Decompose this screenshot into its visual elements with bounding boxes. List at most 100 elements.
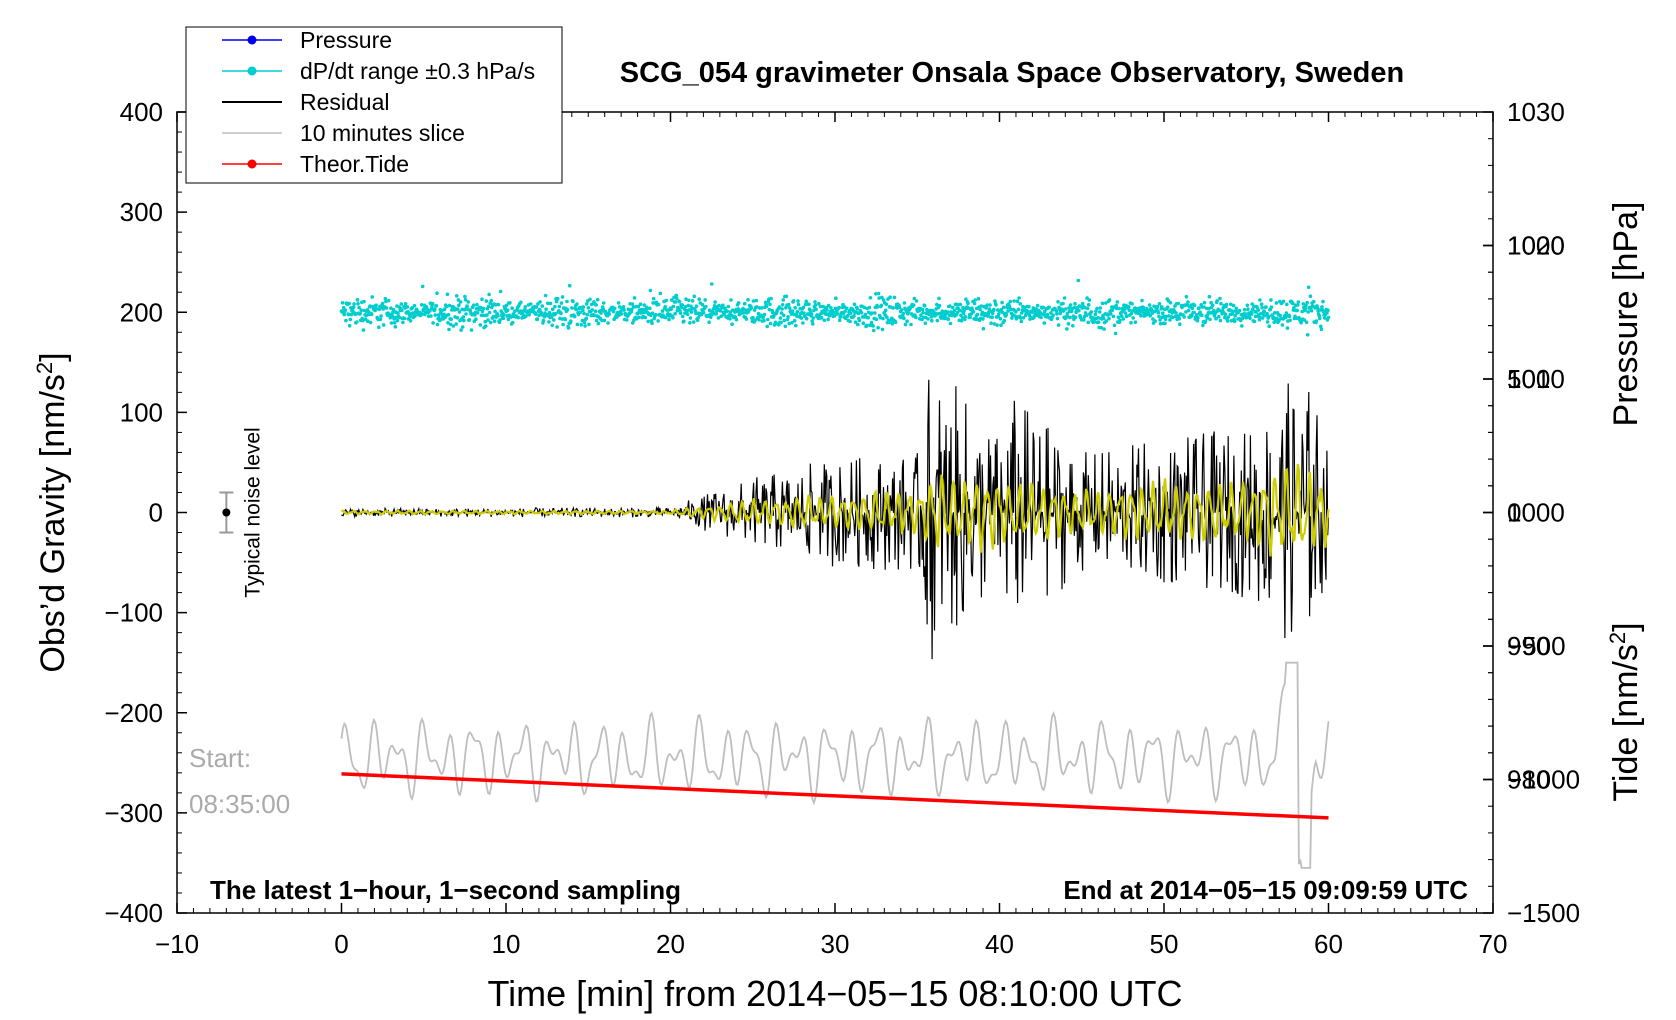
dpdt-point (1278, 313, 1282, 318)
dpdt-series (339, 278, 1331, 337)
dpdt-point (548, 301, 553, 306)
dpdt-point (769, 296, 773, 301)
x-tick-label: 10 (492, 929, 521, 959)
dpdt-point (753, 318, 757, 323)
dpdt-point (559, 301, 564, 305)
dpdt-point (919, 313, 923, 318)
y-tick-label: −300 (104, 798, 163, 828)
dpdt-point (440, 308, 444, 313)
dpdt-point (450, 308, 454, 312)
dpdt-point (1066, 321, 1071, 326)
dpdt-point (1116, 315, 1121, 320)
dpdt-point (811, 316, 816, 320)
dpdt-point (1280, 323, 1285, 327)
dpdt-point (349, 312, 354, 317)
dpdt-point (1265, 320, 1270, 324)
dpdt-point (1237, 308, 1242, 313)
dpdt-point (978, 307, 982, 312)
dpdt-point (1114, 303, 1118, 308)
dpdt-point (1111, 314, 1116, 319)
dpdt-point (348, 317, 353, 322)
dpdt-point (890, 321, 895, 326)
dpdt-point (486, 304, 491, 309)
dpdt-point (861, 321, 866, 326)
dpdt-point (971, 310, 976, 314)
dpdt-point (1056, 323, 1061, 327)
dpdt-point (1186, 300, 1190, 304)
dpdt-point (631, 305, 636, 309)
dpdt-point (855, 306, 859, 311)
dpdt-point (1087, 298, 1092, 302)
dpdt-point (754, 298, 759, 303)
dpdt-point (914, 315, 918, 320)
dpdt-point (922, 304, 927, 308)
legend-item-label: Residual (300, 89, 390, 115)
dpdt-point (1010, 316, 1014, 320)
dpdt-point (606, 321, 610, 325)
dpdt-point (804, 299, 808, 304)
dpdt-point (575, 302, 579, 306)
dpdt-point (1184, 294, 1189, 299)
dpdt-point (379, 314, 383, 318)
pressure-tick-label: 1020 (1507, 231, 1565, 261)
dpdt-point (1225, 319, 1230, 323)
dpdt-point (853, 320, 858, 325)
dpdt-point (976, 296, 981, 301)
dpdt-point (1068, 315, 1072, 320)
dpdt-point (448, 322, 453, 327)
dpdt-point (550, 323, 554, 328)
dpdt-point (1049, 311, 1053, 315)
dpdt-point (1202, 300, 1207, 305)
dpdt-point (1080, 301, 1085, 306)
dpdt-point (1131, 316, 1135, 320)
dpdt-point (700, 302, 705, 307)
dpdt-point (1306, 285, 1311, 290)
dpdt-point (1176, 301, 1180, 306)
dpdt-point (1027, 304, 1031, 309)
dpdt-point (658, 291, 663, 296)
dpdt-point (1174, 311, 1178, 315)
dpdt-point (979, 304, 983, 308)
dpdt-point (509, 315, 513, 319)
dpdt-point (504, 303, 509, 308)
dpdt-point (475, 311, 480, 315)
dpdt-point (804, 316, 809, 321)
dpdt-point (1167, 314, 1171, 318)
dpdt-point (813, 303, 818, 307)
dpdt-point (961, 311, 966, 316)
dpdt-point (340, 301, 345, 305)
dpdt-point (492, 319, 497, 324)
dpdt-point (352, 302, 356, 306)
dpdt-point (1101, 316, 1106, 321)
dpdt-point (1021, 316, 1026, 320)
dpdt-point (1082, 318, 1086, 322)
dpdt-point (650, 321, 654, 326)
dpdt-point (710, 282, 714, 286)
dpdt-point (1288, 318, 1292, 323)
dpdt-point (1296, 303, 1300, 307)
tide-axis-label: Tide [nm/s2] (1605, 622, 1646, 801)
dpdt-point (362, 299, 366, 304)
dpdt-point (852, 302, 857, 307)
dpdt-point (1190, 306, 1195, 311)
dpdt-point (985, 303, 989, 307)
dpdt-point (1119, 314, 1124, 319)
dpdt-point (817, 301, 821, 306)
dpdt-point (1065, 311, 1070, 316)
dpdt-point (1068, 303, 1073, 307)
dpdt-point (1196, 315, 1200, 320)
dpdt-point (1304, 320, 1309, 325)
dpdt-point (766, 317, 770, 322)
dpdt-point (1284, 311, 1289, 315)
dpdt-point (480, 297, 484, 302)
dpdt-point (1292, 306, 1296, 310)
residual-smoothed-line (340, 463, 1330, 557)
dpdt-point (1076, 278, 1081, 283)
dpdt-point (1096, 316, 1100, 320)
dpdt-point (621, 305, 626, 309)
dpdt-point (923, 321, 928, 326)
dpdt-point (911, 303, 916, 307)
dpdt-point (1207, 306, 1211, 311)
dpdt-point (1035, 303, 1040, 308)
